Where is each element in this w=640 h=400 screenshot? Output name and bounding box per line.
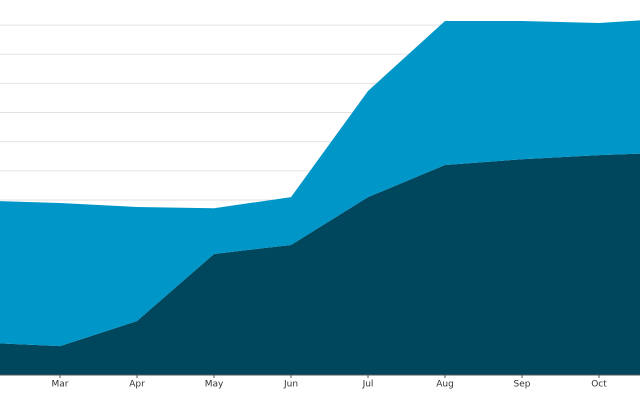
- x-tick-label: Jul: [362, 380, 374, 390]
- x-tick-label: Jun: [283, 380, 298, 390]
- x-tick-label: Mar: [52, 380, 69, 390]
- x-tick-label: Oct: [591, 380, 607, 390]
- x-tick-label: Aug: [436, 380, 454, 390]
- x-tick-label: May: [205, 380, 224, 390]
- area: [0, 20, 640, 347]
- area: [0, 153, 640, 375]
- x-tick-label: Apr: [129, 380, 145, 390]
- x-tick-label: Sep: [514, 380, 531, 390]
